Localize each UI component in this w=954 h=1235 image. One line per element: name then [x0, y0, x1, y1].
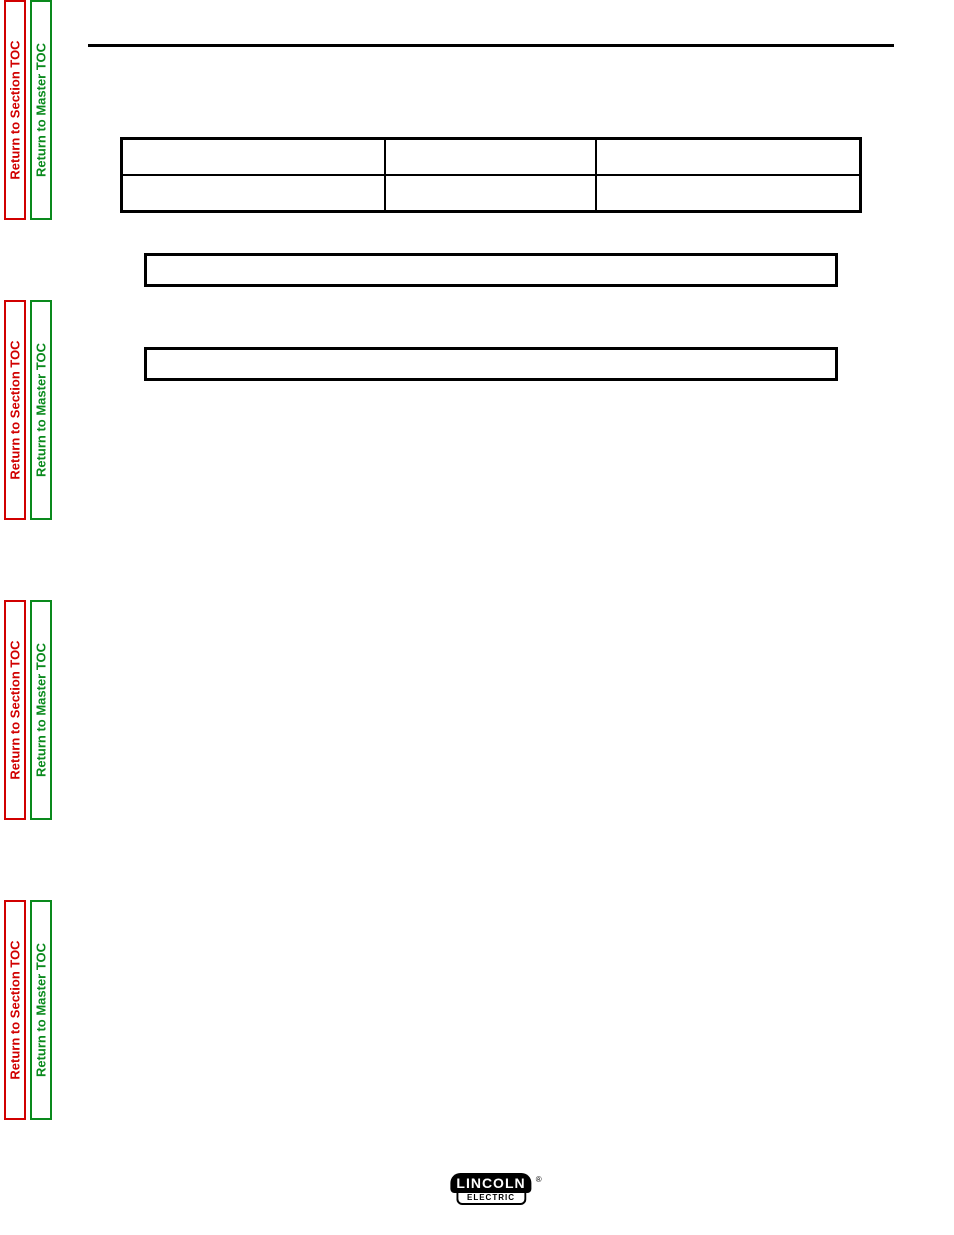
spec-table: [120, 137, 862, 213]
cell: [385, 139, 596, 176]
side-tabs: Return to Section TOC Return to Section …: [0, 0, 60, 1235]
cell: [596, 175, 860, 212]
return-master-toc-tab[interactable]: Return to Master TOC: [30, 0, 52, 220]
top-rule: [88, 44, 894, 47]
table-row: [122, 139, 861, 176]
table-row: [122, 175, 861, 212]
return-section-toc-tab[interactable]: Return to Section TOC: [4, 900, 26, 1120]
tab-label: Return to Master TOC: [34, 943, 49, 1077]
return-master-toc-tab[interactable]: Return to Master TOC: [30, 600, 52, 820]
tab-label: Return to Master TOC: [34, 643, 49, 777]
tab-label: Return to Section TOC: [8, 940, 23, 1079]
tab-label: Return to Master TOC: [34, 343, 49, 477]
tab-label: Return to Section TOC: [8, 340, 23, 479]
cell: [596, 139, 860, 176]
info-strip-1: [144, 253, 837, 287]
tab-label: Return to Section TOC: [8, 40, 23, 179]
tab-label: Return to Master TOC: [34, 43, 49, 177]
cell: [385, 175, 596, 212]
info-strip-2: [144, 347, 837, 381]
return-section-toc-tab[interactable]: Return to Section TOC: [4, 600, 26, 820]
return-section-toc-tab[interactable]: Return to Section TOC: [4, 0, 26, 220]
cell: [122, 175, 386, 212]
tab-column-section: Return to Section TOC Return to Section …: [4, 0, 26, 1200]
page-body: LINCOLN ® ELECTRIC: [88, 44, 894, 1195]
tab-label: Return to Section TOC: [8, 640, 23, 779]
return-master-toc-tab[interactable]: Return to Master TOC: [30, 300, 52, 520]
logo-bottom-text: ELECTRIC: [456, 1193, 526, 1205]
cell: [122, 139, 386, 176]
return-section-toc-tab[interactable]: Return to Section TOC: [4, 300, 26, 520]
logo-top-text: LINCOLN: [450, 1173, 531, 1193]
brand-logo: LINCOLN ® ELECTRIC: [450, 1173, 531, 1205]
registered-icon: ®: [536, 1175, 542, 1184]
return-master-toc-tab[interactable]: Return to Master TOC: [30, 900, 52, 1120]
tab-column-master: Return to Master TOC Return to Master TO…: [30, 0, 52, 1200]
